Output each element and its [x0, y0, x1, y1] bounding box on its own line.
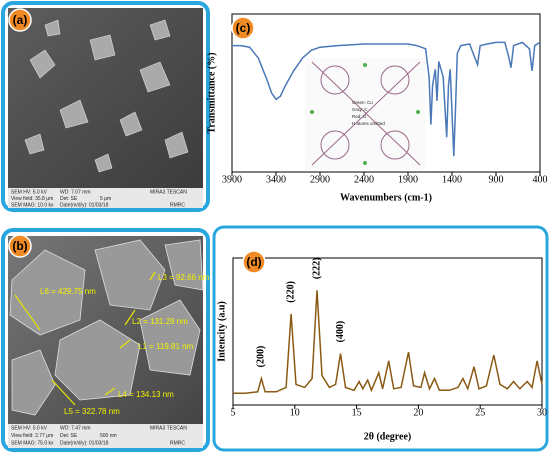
panel-badge — [8, 8, 32, 32]
panel-label: (d) — [246, 255, 261, 269]
x-tick-label: 400 — [533, 174, 548, 185]
y-axis-label: Intencity (a.u) — [216, 301, 227, 362]
measurement-label: L5 = 322.78 nm — [64, 407, 120, 416]
x-tick-label: 20 — [413, 407, 423, 418]
x-tick-label: 2400 — [354, 174, 374, 185]
panel-badge — [242, 250, 266, 274]
x-tick-label: 2900 — [310, 174, 330, 185]
x-tick-label: 3900 — [222, 174, 242, 185]
x-tick-label: 5 — [231, 407, 236, 418]
peak-label: (200) — [256, 346, 267, 368]
panel-label: (a) — [13, 13, 28, 27]
plot-frame — [232, 257, 543, 406]
x-tick-label: 30 — [537, 407, 547, 418]
x-tick-label: 1900 — [398, 174, 418, 185]
x-tick-label: 10 — [290, 407, 300, 418]
data-line — [233, 290, 543, 394]
x-tick-label: 1400 — [442, 174, 462, 185]
data-line — [232, 41, 541, 157]
inset-label: Gray: C — [352, 107, 368, 112]
crystals — [24, 19, 189, 173]
sem-info: MIRA3 TESCAN — [150, 189, 187, 195]
sem-info: WD: 7.47 mm — [60, 425, 91, 431]
panel-badge — [8, 234, 32, 258]
sem-info: SEM HV: 5.0 kV — [11, 189, 48, 195]
inset-atoms — [310, 63, 420, 165]
sem-info: Det: SE — [60, 433, 78, 439]
sem-info: Date(m/d/y): 01/03/18 — [60, 440, 109, 446]
sem-info: SEM MAG: 10.0 kx — [11, 202, 54, 208]
panel-frame — [212, 225, 549, 452]
measurement-label: L1 = 119.81 nm — [138, 342, 194, 351]
measurement-label: L6 = 429.75 nm — [40, 287, 96, 296]
x-tick-label: 25 — [475, 407, 485, 418]
x-tick-label: 900 — [489, 174, 504, 185]
panel-badge — [231, 16, 255, 40]
sem-info: RMRC — [170, 202, 185, 208]
y-axis-label: Transmittance (%) — [206, 52, 217, 133]
sem-info: SEM MAG: 75.0 kx — [11, 440, 54, 446]
x-axis-label: Wavenumbers (cm-1) — [340, 192, 432, 203]
measurement-label: L2 = 131.29 nm — [132, 317, 188, 326]
info-bar — [8, 188, 203, 208]
peak-label: (400) — [335, 321, 346, 343]
panel-frame — [1, 228, 210, 452]
panel-frame — [1, 1, 210, 212]
peak-label: (220) — [285, 281, 296, 303]
sem-info: Det: SE — [60, 196, 78, 202]
inset-label: Green: Cu — [352, 100, 373, 105]
measurement-label: L3 = 92.66 nm — [158, 273, 210, 282]
sem-info: View field: 35.8 μm — [11, 196, 53, 202]
sem-info: 500 nm — [100, 433, 117, 439]
inset-label: Red: O — [352, 114, 367, 119]
sem-info: MIRA3 TESCAN — [150, 425, 187, 431]
sem-info: SEM HV: 5.0 kV — [11, 425, 48, 431]
x-tick-label: 15 — [352, 407, 362, 418]
x-axis-label: 2θ (degree) — [364, 431, 412, 442]
x-tick-label: 3400 — [266, 174, 286, 185]
info-bar — [8, 424, 203, 448]
sem-info: RMRC — [170, 440, 185, 446]
measurement-label: L4 = 134.13 nm — [118, 390, 174, 399]
plot-frame — [231, 13, 541, 173]
peak-label: (222) — [311, 258, 322, 280]
inset-framework — [311, 61, 421, 166]
panel-label: (c) — [236, 21, 251, 35]
sem-info: WD: 7.07 mm — [60, 189, 91, 195]
sem-info: 5 μm — [100, 196, 111, 202]
panel-label: (b) — [12, 239, 27, 253]
sem-info: Date(m/d/y): 01/03/18 — [60, 202, 109, 208]
sem-info: View field: 2.77 μm — [11, 433, 53, 439]
inset-label: H atoms omitted — [352, 121, 385, 126]
measure-lines — [14, 271, 156, 406]
